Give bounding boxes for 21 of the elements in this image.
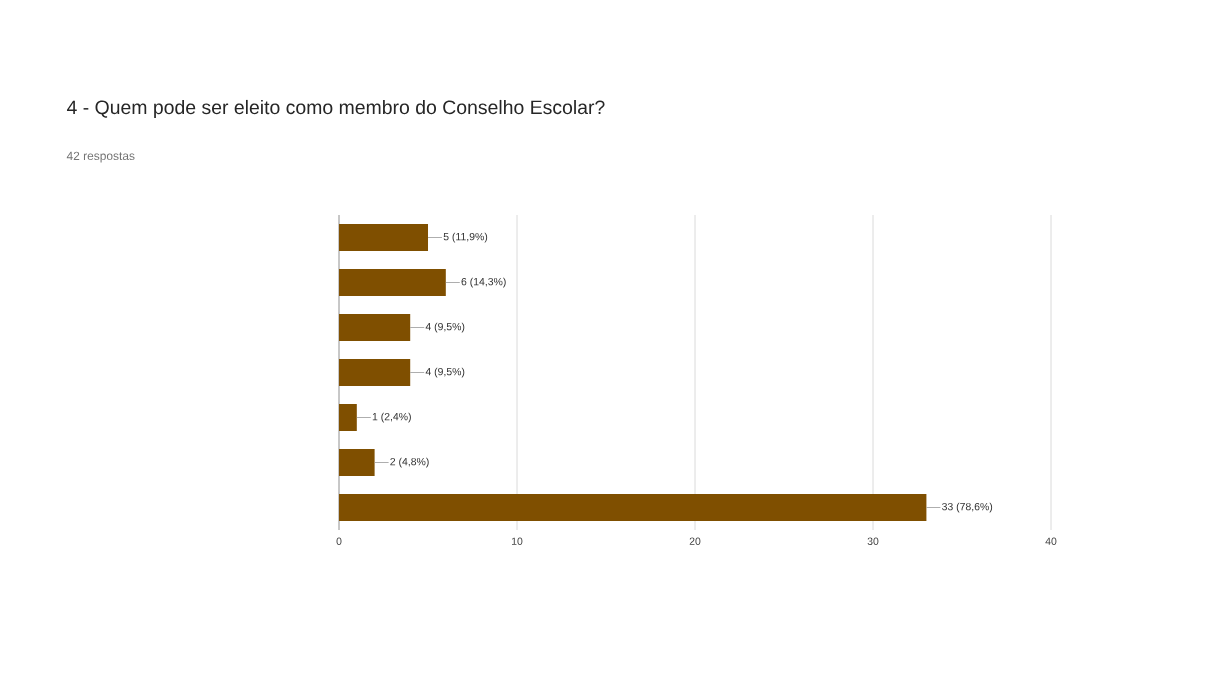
x-tick-label: 0 (336, 537, 342, 545)
x-tick-label: 20 (689, 537, 701, 545)
text: 42 respostas (66, 151, 135, 163)
bar (339, 314, 411, 342)
data-label: 5 (11,9%) (443, 232, 488, 243)
data-label: 33 (78,6%) (942, 502, 993, 513)
data-label: 1 (2,4%) (372, 412, 411, 423)
data-label: 6 (14,3%) (461, 277, 506, 288)
x-tick-label: 30 (867, 537, 879, 545)
data-label: 2 (4,8%) (390, 457, 429, 468)
x-tick-label: 10 (511, 537, 523, 545)
bar (339, 449, 375, 477)
bar (339, 224, 429, 252)
x-tick-label: 40 (1045, 537, 1057, 545)
bar (339, 494, 927, 522)
data-label: 4 (9,5%) (425, 322, 465, 333)
bar (339, 269, 446, 297)
bar (339, 404, 357, 432)
bar (339, 359, 411, 387)
chart-title: 4 - Quem pode ser eleito como membro do Conselho Escolar? (66, 99, 605, 119)
data-label: 4 (9,5%) (425, 367, 465, 378)
